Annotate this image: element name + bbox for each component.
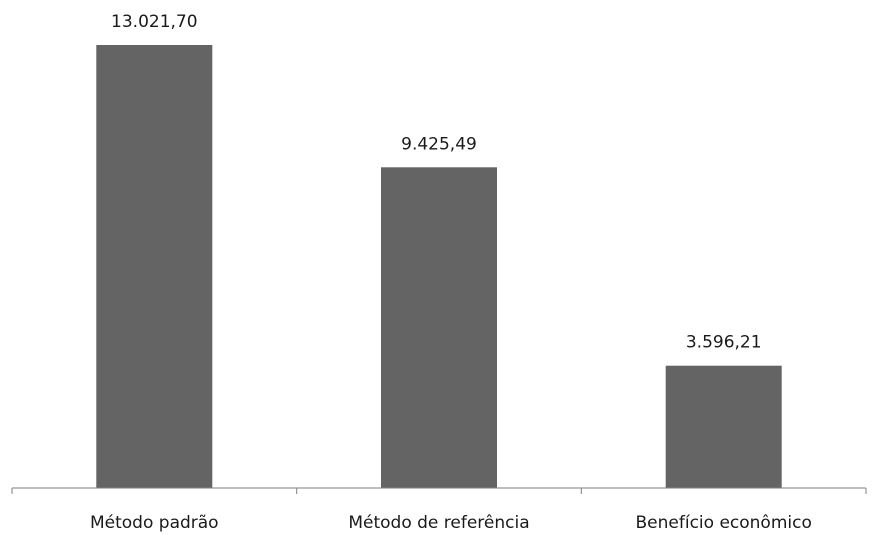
data-label-1: 13.021,70 — [111, 12, 198, 32]
bar-2 — [381, 167, 497, 489]
x-tick-label-2: Método de referência — [348, 513, 529, 533]
x-tick-label-3: Benefício econômico — [636, 513, 812, 533]
data-label-3: 3.596,21 — [686, 333, 762, 353]
data-label-2: 9.425,49 — [401, 134, 477, 154]
x-axis — [11, 487, 867, 494]
bar-3 — [665, 365, 782, 488]
labels-layer: 13.021,70 Método padrão 9.425,49 Método de … — [90, 12, 812, 533]
bar-1 — [96, 45, 213, 488]
bars-layer — [96, 45, 782, 489]
x-tick-label-1: Método padrão — [90, 513, 219, 533]
